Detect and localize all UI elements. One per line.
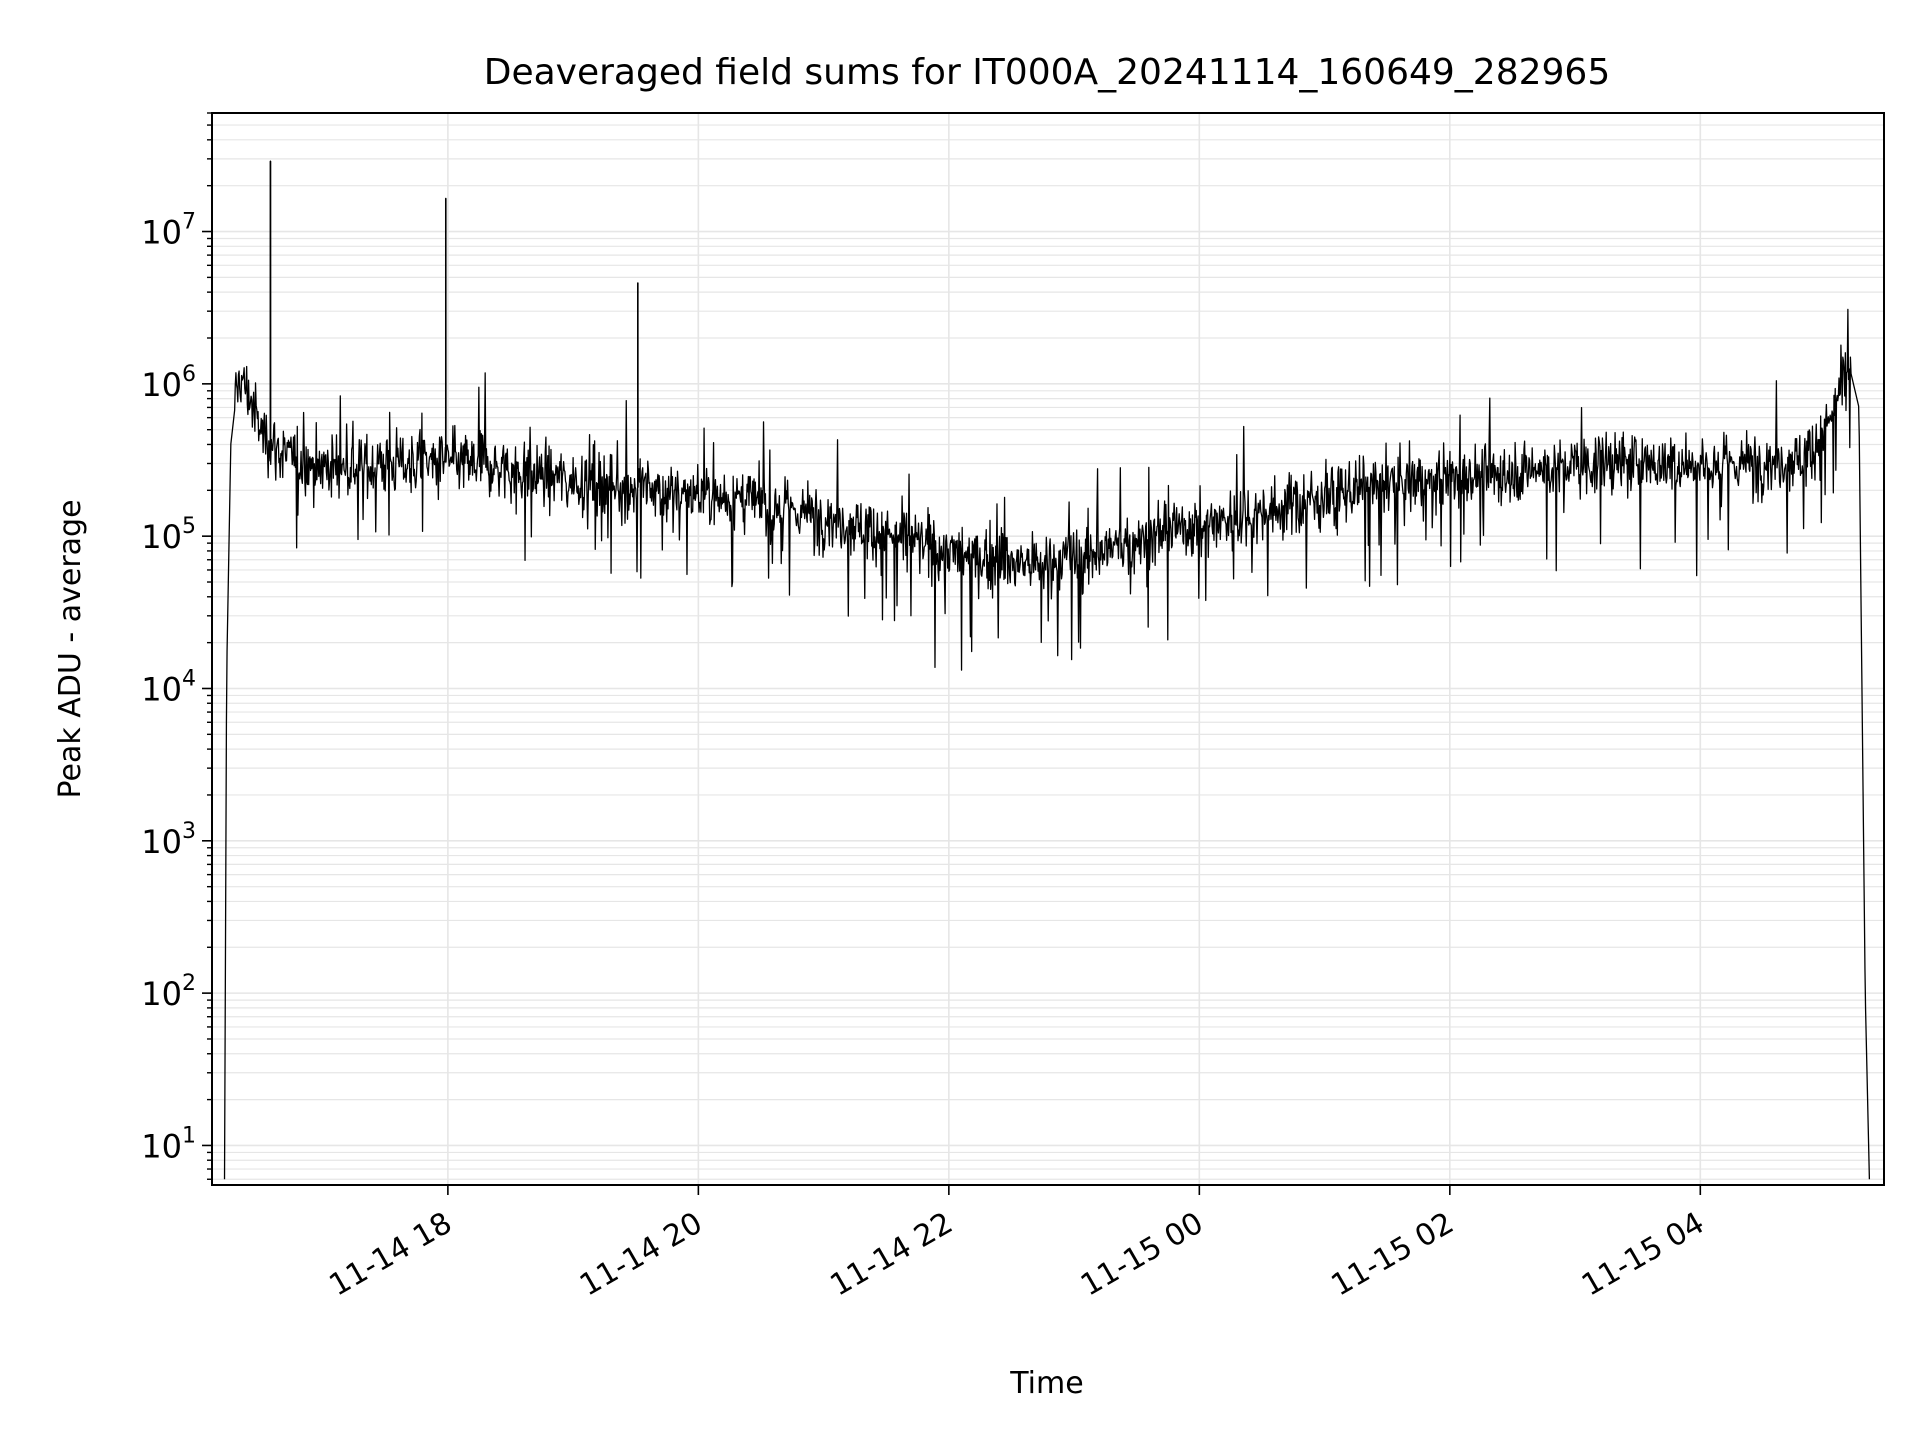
series-line	[223, 160, 1871, 1180]
plot-frame	[211, 112, 1885, 1186]
y-tick-label: 107	[141, 210, 196, 252]
y-tick-label: 103	[141, 819, 196, 861]
y-tick-label: 102	[141, 971, 196, 1013]
series-layer	[223, 160, 1871, 1180]
y-tick-label: 106	[141, 362, 196, 404]
chart-title: Deaveraged field sums for IT000A_2024111…	[484, 52, 1610, 93]
y-axis: 101 102 103 104 105 106 107	[141, 112, 212, 1180]
y-tick-label: 101	[141, 1123, 196, 1165]
x-axis-label: Time	[1009, 1366, 1083, 1401]
x-gridlines	[447, 113, 1702, 1185]
y-tick-label: 104	[141, 666, 196, 708]
y-gridlines	[212, 112, 1884, 1180]
y-tick-label: 105	[141, 514, 196, 556]
y-axis-label: Peak ADU - average	[53, 499, 88, 798]
